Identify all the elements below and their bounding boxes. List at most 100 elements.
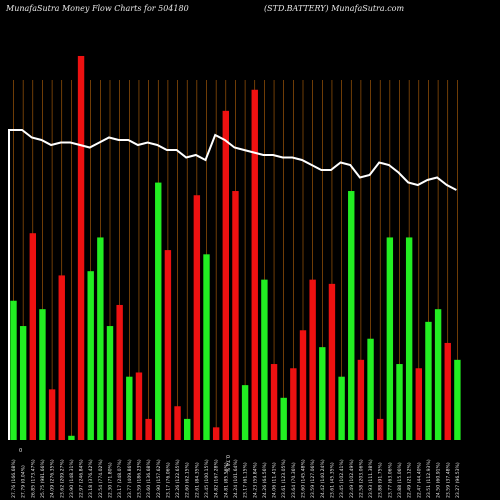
x-tick-label: 22.30 (71.80%) — [108, 462, 114, 498]
x-tick-label: 22.26 (122.65%) — [175, 459, 181, 498]
flow-bar — [126, 376, 133, 440]
x-tick-label: 27.79 (0.04%) — [21, 465, 27, 498]
x-tick-label: 23.60 (145.48%) — [301, 459, 307, 498]
flow-bar — [299, 330, 307, 440]
x-tick-label: 22.58 (203.06%) — [358, 459, 364, 498]
flow-bar — [386, 237, 394, 440]
x-tick-label: 23.61 (123.05%) — [281, 459, 287, 498]
x-tick-label: 23.59 (186.23%) — [136, 459, 142, 498]
x-tick-label: 25.75 (981.66%) — [40, 459, 46, 498]
x-tick-label: 23.51 (112.93%) — [426, 459, 432, 498]
flow-bar — [77, 55, 85, 440]
flow-bar — [270, 364, 278, 440]
x-tick-label: 23.77 (409.86%) — [127, 459, 133, 498]
flow-bar — [444, 342, 451, 440]
flow-bar — [348, 191, 355, 440]
x-tick-label: 23.88 (91.75%) — [378, 462, 384, 498]
flow-bar — [135, 372, 143, 440]
x-tick-label: 23.77 (63.06%) — [387, 462, 393, 498]
flow-bar — [145, 418, 152, 440]
x-tick-label: 23.60 (136.68%) — [146, 459, 152, 498]
x-tick-label: 22.47 (44.40%) — [416, 462, 422, 498]
flow-bar — [328, 283, 336, 440]
flow-bar — [10, 300, 17, 440]
flow-bar — [309, 279, 316, 440]
flow-bar — [357, 359, 365, 440]
chart-title-right: (STD.BATTERY) MunafaSutra.com — [264, 4, 405, 13]
flow-bar — [174, 406, 181, 440]
x-tick-label: 24.82 (167.28%) — [214, 459, 220, 498]
flow-bar — [212, 427, 220, 440]
x-tick-label: 24.42 (140.24%) — [320, 459, 326, 498]
x-tick-label: 23.93 (111.38%) — [368, 459, 374, 498]
flow-bar — [338, 376, 345, 440]
flow-bar — [241, 385, 249, 440]
x-tick-label: 23.90 (148.31%) — [69, 459, 75, 498]
flow-bar — [58, 275, 65, 440]
flow-bar — [164, 250, 172, 440]
flow-bar — [87, 271, 94, 440]
flow-bar — [193, 195, 201, 440]
x-tick-label: 22.97 (246.84%) — [79, 459, 85, 498]
flow-bar — [19, 326, 27, 440]
x-tick-label: 23.17 (76.06%) — [165, 462, 171, 498]
x-tick-label: 23.62 (209.27%) — [59, 459, 65, 498]
flow-bar — [261, 279, 268, 440]
x-tick-label: 23.45 (102.41%) — [339, 459, 345, 498]
x-tick-label: 23.17 (248.07%) — [117, 459, 123, 498]
money-flow-line — [8, 129, 457, 440]
flow-bar — [377, 418, 384, 440]
flow-bar — [280, 397, 287, 440]
flow-bar — [39, 309, 46, 440]
x-tick-label: 23.59 (127.06%) — [310, 459, 316, 498]
x-tick-label: 23.64 (70.36%) — [291, 462, 297, 498]
x-tick-label: 23.59 (37.48%) — [445, 462, 451, 498]
x-tick-label: 24.23 (59.84%) — [252, 462, 258, 498]
x-tick-label: 23.17 (61.15%) — [243, 462, 249, 498]
flow-bar — [116, 304, 123, 440]
x-tick-label: 22.49 (21.12%) — [407, 462, 413, 498]
flow-bar — [425, 321, 432, 440]
flow-bar — [454, 359, 461, 440]
flow-bar — [405, 237, 413, 440]
flow-bar — [68, 435, 75, 440]
x-tick-label: 23.45 (100.15%) — [204, 459, 210, 498]
flow-bar — [415, 368, 422, 440]
flow-bar — [319, 347, 326, 440]
x-tick-label: 22.54 (774.02%) — [98, 459, 104, 498]
x-tick-label: 27.76 (166.68%) — [11, 459, 17, 498]
x-tick-label: 22.61 (84.35%) — [194, 462, 200, 498]
flow-bar — [29, 233, 36, 440]
flow-bar — [203, 254, 210, 440]
flow-bar — [106, 326, 114, 440]
flow-bar — [222, 110, 229, 440]
x-tick-label: 24.09 (276.35%) — [50, 459, 56, 498]
x-tick-label: 24.06 (11.41%) — [272, 462, 278, 498]
chart-title-left: MunafaSutra Money Flow Charts for 504180 — [6, 4, 189, 13]
flow-bar — [434, 309, 442, 440]
x-tick-label: 22.49 (102.49%) — [349, 459, 355, 498]
flow-bar — [396, 364, 403, 440]
flow-bar — [97, 237, 104, 440]
flow-bar — [155, 182, 162, 440]
x-tick-label: 23.61 (45.35%) — [329, 462, 335, 498]
x-tick-label: 24.26 (64.56%) — [262, 462, 268, 498]
x-tick-label: 26.85 (173.47%) — [30, 459, 36, 498]
x-tick-label: 24.50 (60.91%) — [436, 462, 442, 498]
flow-bar — [367, 338, 374, 440]
flow-bar — [48, 389, 56, 440]
x-tick-label: 24.24 (101.64%) — [233, 459, 239, 498]
x-tick-label: 22.60 (62.15%) — [185, 462, 191, 498]
baseline-label-zero: 0 — [19, 448, 22, 454]
baseline-label-pct: 0.74 % — [224, 455, 230, 473]
x-tick-label: 23.18 (376.42%) — [88, 459, 94, 498]
x-tick-label: 23.27 (96.53%) — [455, 462, 461, 498]
x-tick-label: 22.90 (157.62%) — [156, 459, 162, 498]
x-tick-label: 23.88 (15.06%) — [397, 462, 403, 498]
flow-bar — [290, 368, 297, 440]
flow-bar — [232, 191, 239, 440]
flow-bar — [251, 89, 258, 441]
x-tick-label: 24.81 (85.56%) — [223, 462, 229, 498]
